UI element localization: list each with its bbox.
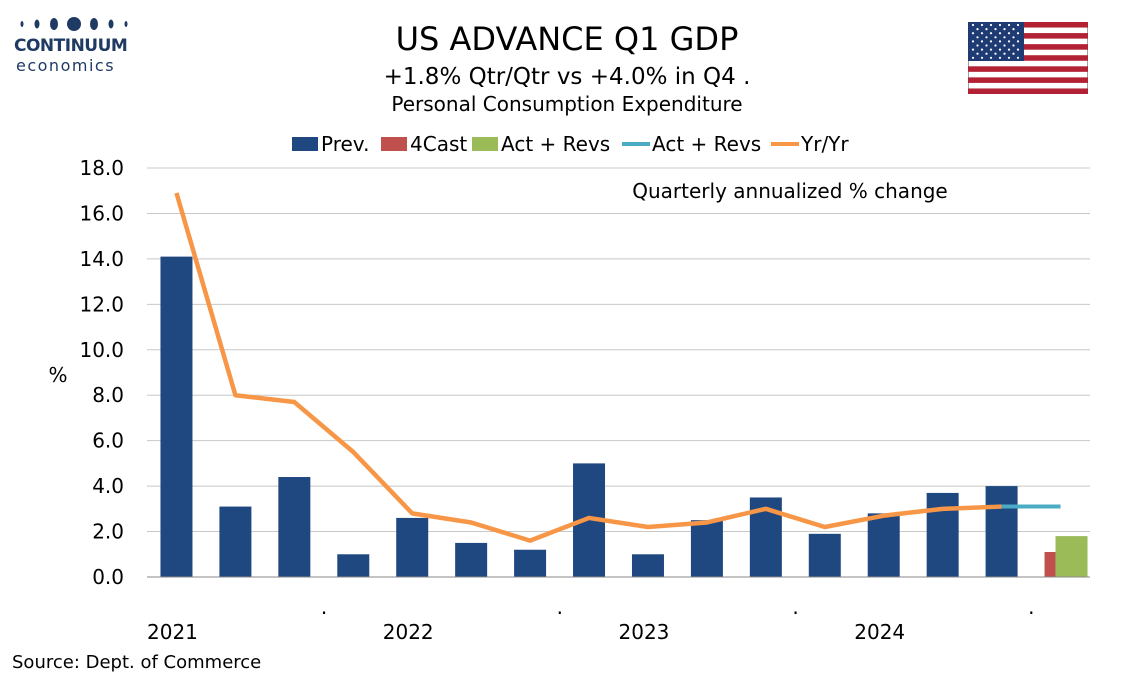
chart-annotation: Quarterly annualized % change [632, 179, 948, 203]
logo-dots-icon [20, 17, 128, 31]
bar-prev [455, 542, 488, 577]
chart-subtitle-2: Personal Consumption Expenditure [391, 92, 743, 116]
y-tick-label: 4.0 [92, 474, 124, 498]
y-tick-label: 2.0 [92, 520, 124, 544]
legend-label: Act + Revs [652, 132, 761, 156]
legend-label: Prev. [321, 132, 369, 156]
y-axis-label: % [48, 363, 67, 387]
bar-forecast [1044, 552, 1056, 577]
x-tick-dot: . [557, 595, 563, 619]
line-yoy [174, 192, 1002, 543]
continuum-logo: CONTINUUM economics [14, 14, 134, 76]
x-tick-label: 2023 [619, 620, 670, 644]
bar-prev [808, 533, 841, 577]
y-tick-label: 12.0 [79, 292, 124, 316]
bar-prev [631, 554, 664, 577]
bar-prev [690, 520, 723, 577]
bar-prev [219, 506, 252, 577]
logo-brand: CONTINUUM [14, 36, 128, 56]
y-tick-label: 18.0 [79, 156, 124, 180]
x-tick-label: 2021 [147, 620, 198, 644]
source-note: Source: Dept. of Commerce [12, 652, 262, 673]
legend-swatch [472, 137, 498, 151]
us-flag-icon [968, 22, 1088, 94]
y-tick-label: 10.0 [79, 338, 124, 362]
legend-swatch [381, 137, 407, 151]
chart-title: US ADVANCE Q1 GDP [395, 20, 739, 58]
legend-label: Yr/Yr [800, 132, 849, 156]
x-tick-label: 2024 [854, 620, 905, 644]
x-tick-dot: . [792, 595, 798, 619]
legend-swatch [292, 137, 318, 151]
y-tick-label: 8.0 [92, 383, 124, 407]
y-tick-label: 14.0 [79, 247, 124, 271]
x-tick-dot: . [321, 595, 327, 619]
bar-prev [278, 477, 311, 577]
y-tick-label: 16.0 [79, 201, 124, 225]
x-tick-label: 2022 [383, 620, 434, 644]
bar-prev [337, 554, 370, 577]
y-tick-label: 0.0 [92, 565, 124, 589]
y-tick-label: 6.0 [92, 429, 124, 453]
bar-prev [926, 492, 959, 577]
legend-label: 4Cast [410, 132, 467, 156]
logo-sub: economics [16, 56, 116, 75]
bar-prev [396, 517, 429, 577]
bar-prev [514, 549, 547, 577]
legend-label: Act + Revs [501, 132, 610, 156]
bar-prev [160, 256, 193, 577]
chart-subtitle: +1.8% Qtr/Qtr vs +4.0% in Q4 . [383, 64, 751, 90]
x-tick-dot: . [1028, 595, 1034, 619]
bar-prev [985, 486, 1018, 577]
bar-prev [867, 513, 900, 577]
bar-actual [1055, 536, 1088, 577]
